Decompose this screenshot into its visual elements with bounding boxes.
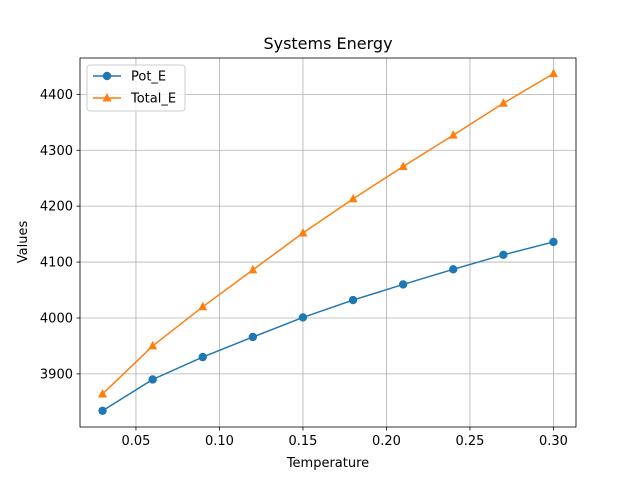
data-point-total-e: [98, 389, 108, 398]
y-tick-label: 3900: [40, 367, 73, 382]
legend: Pot_E Total_E: [86, 64, 186, 112]
data-point-total-e: [148, 340, 158, 350]
series-line-total-e: [102, 73, 554, 395]
chart-title: Systems Energy: [263, 34, 392, 53]
data-point-pot-e: [248, 332, 258, 342]
data-point-pot-e: [398, 280, 408, 289]
data-point-total-e: [348, 193, 358, 203]
data-point-pot-e: [148, 375, 157, 384]
data-point-total-e: [248, 264, 258, 274]
y-tick-label: 4200: [40, 200, 73, 215]
data-point-total-e: [448, 130, 458, 139]
data-point-total-e: [548, 68, 558, 78]
grid: [80, 58, 576, 427]
data-point-pot-e: [98, 406, 107, 415]
y-tick-label: 4300: [40, 144, 73, 159]
x-axis-ticks: 0.05 0.10 0.15 0.20 0.25 0.30: [121, 427, 568, 449]
data-point-total-e: [298, 227, 308, 237]
legend-total-e-label: Total_E: [130, 92, 176, 107]
legend-pot-e-label: Pot_E: [131, 70, 166, 85]
x-tick-label: 0.30: [539, 434, 568, 449]
data-point-total-e: [498, 98, 508, 107]
data-point-pot-e: [198, 352, 207, 362]
x-tick-label: 0.20: [372, 434, 401, 449]
y-tick-label: 4100: [40, 256, 73, 271]
y-tick-label: 4400: [40, 88, 73, 103]
x-tick-label: 0.10: [205, 434, 234, 449]
data-point-pot-e: [298, 313, 308, 322]
x-tick-label: 0.25: [455, 434, 484, 449]
data-point-pot-e: [449, 265, 458, 274]
x-tick-label: 0.15: [288, 434, 317, 449]
y-tick-label: 4000: [40, 311, 73, 326]
x-axis-label: Temperature: [286, 456, 369, 471]
y-axis-label: Values: [16, 221, 31, 264]
legend-total-e-marker: [102, 93, 112, 102]
data-point-pot-e: [549, 237, 558, 247]
plot-frame: [79, 57, 577, 428]
data-point-total-e: [198, 301, 208, 311]
data-point-total-e: [398, 161, 408, 170]
series-layer: [98, 68, 558, 415]
y-axis-ticks: 3900 4000 4100 4200 4300 4400: [40, 88, 80, 382]
data-point-pot-e: [348, 295, 358, 305]
legend-pot-e-marker: [102, 71, 112, 81]
x-tick-label: 0.05: [121, 434, 150, 449]
data-point-pot-e: [499, 250, 508, 259]
series-line-pot-e: [102, 241, 554, 412]
